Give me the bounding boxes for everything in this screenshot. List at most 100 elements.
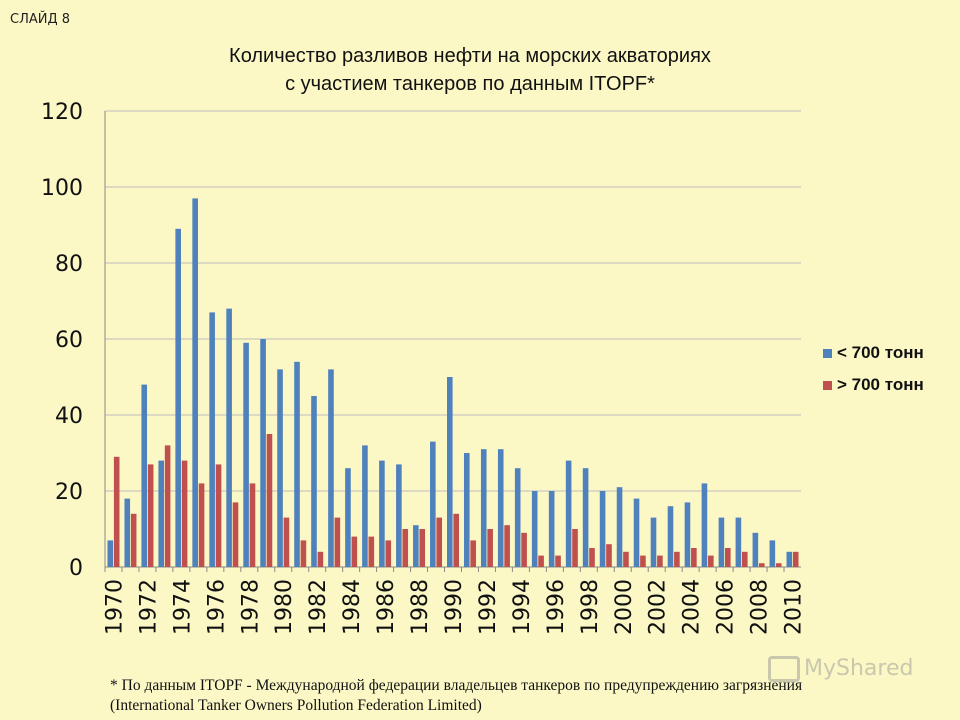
x-tick-label: 1970 bbox=[102, 579, 127, 635]
bar-large-spill-2000 bbox=[623, 551, 629, 567]
y-tick-label: 0 bbox=[69, 556, 83, 581]
bar-large-spill-2007 bbox=[741, 551, 748, 567]
bar-large-spill-1995 bbox=[538, 555, 544, 567]
bar-small-spill-1983 bbox=[328, 369, 334, 567]
bar-large-spill-1976 bbox=[215, 464, 222, 567]
legend-label: < 700 тонн bbox=[837, 343, 924, 362]
legend-swatch bbox=[823, 381, 832, 390]
bar-large-spill-1974 bbox=[181, 460, 188, 567]
x-tick-label: 1996 bbox=[544, 579, 569, 635]
footnote-line-1: * По данным ITOPF - Международной федера… bbox=[110, 677, 803, 694]
bar-small-spill-1999 bbox=[599, 491, 606, 567]
bar-large-spill-1979 bbox=[266, 434, 273, 567]
bar-large-spill-1990 bbox=[453, 513, 459, 567]
bar-small-spill-1985 bbox=[362, 445, 368, 567]
bar-large-spill-2010 bbox=[792, 551, 799, 567]
x-tick-label: 2000 bbox=[612, 579, 637, 635]
bar-large-spill-1997 bbox=[572, 529, 578, 567]
bar-large-spill-1975 bbox=[198, 483, 205, 567]
bar-large-spill-1987 bbox=[402, 529, 409, 567]
x-tick-label: 2002 bbox=[646, 579, 671, 635]
bar-large-spill-1991 bbox=[470, 540, 476, 567]
bar-large-spill-1996 bbox=[555, 555, 561, 567]
bar-large-spill-2001 bbox=[640, 555, 646, 567]
chart-title-line-1: Количество разливов нефти на морских акв… bbox=[229, 45, 711, 67]
bar-small-spill-2009 bbox=[769, 540, 776, 567]
bar-small-spill-2006 bbox=[718, 517, 725, 567]
bar-small-spill-1973 bbox=[158, 460, 165, 567]
x-tick-label: 1984 bbox=[340, 579, 365, 635]
x-tick-label: 1978 bbox=[238, 579, 263, 635]
x-tick-label: 1988 bbox=[408, 579, 433, 635]
x-tick-label: 2006 bbox=[714, 579, 739, 635]
bar-large-spill-2002 bbox=[657, 555, 663, 567]
footnote: * По данным ITOPF - Международной федера… bbox=[110, 676, 955, 716]
bar-small-spill-1992 bbox=[480, 449, 487, 567]
bar-small-spill-2004 bbox=[684, 502, 691, 567]
x-tick-label: 1992 bbox=[476, 579, 501, 635]
bar-large-spill-1992 bbox=[487, 529, 493, 567]
bar-large-spill-1984 bbox=[351, 536, 358, 567]
bar-large-spill-1994 bbox=[521, 532, 527, 567]
bar-small-spill-1995 bbox=[531, 491, 538, 567]
watermark: MyShared bbox=[768, 656, 913, 682]
x-tick-label: 1994 bbox=[510, 579, 535, 635]
bar-large-spill-1973 bbox=[164, 445, 171, 567]
bar-small-spill-1970 bbox=[107, 540, 114, 567]
bar-small-spill-1974 bbox=[175, 228, 181, 568]
chart-title: Количество разливов нефти на морских акв… bbox=[170, 42, 770, 98]
bar-small-spill-1980 bbox=[277, 369, 283, 567]
bar-large-spill-1970 bbox=[113, 456, 120, 567]
bar-small-spill-1991 bbox=[463, 453, 470, 567]
bar-small-spill-1977 bbox=[226, 308, 232, 567]
x-tick-label: 1990 bbox=[442, 579, 467, 635]
bar-small-spill-2005 bbox=[701, 483, 708, 567]
x-tick-label: 2010 bbox=[782, 579, 807, 635]
x-tick-label: 1974 bbox=[170, 579, 195, 635]
bar-small-spill-1993 bbox=[497, 449, 504, 567]
legend-swatch bbox=[823, 349, 832, 358]
x-tick-label: 1986 bbox=[374, 579, 399, 635]
y-tick-label: 20 bbox=[55, 480, 83, 505]
bar-small-spill-1998 bbox=[582, 468, 589, 567]
bar-large-spill-1983 bbox=[334, 517, 341, 567]
bar-small-spill-1978 bbox=[243, 342, 249, 567]
bar-large-spill-1978 bbox=[249, 483, 256, 567]
bar-large-spill-2005 bbox=[708, 555, 714, 567]
bar-small-spill-1990 bbox=[447, 377, 453, 567]
bar-large-spill-2006 bbox=[725, 548, 731, 567]
bar-large-spill-1981 bbox=[300, 540, 307, 567]
bar-small-spill-2010 bbox=[786, 551, 793, 567]
bar-large-spill-1988 bbox=[419, 529, 426, 567]
slide-label: СЛАЙД 8 bbox=[10, 12, 71, 27]
bar-small-spill-2001 bbox=[633, 498, 640, 567]
legend-label: > 700 тонн bbox=[837, 375, 924, 394]
bar-small-spill-1981 bbox=[294, 361, 300, 567]
bar-small-spill-1975 bbox=[192, 198, 198, 567]
bar-small-spill-2008 bbox=[752, 532, 759, 567]
y-tick-label: 120 bbox=[41, 100, 83, 125]
bar-large-spill-1989 bbox=[436, 517, 443, 567]
x-tick-label: 2008 bbox=[748, 579, 773, 635]
bar-large-spill-1993 bbox=[504, 525, 510, 567]
bar-small-spill-1996 bbox=[548, 491, 555, 567]
bar-small-spill-1979 bbox=[260, 339, 266, 567]
footnote-line-2: (International Tanker Owners Pollution F… bbox=[110, 697, 482, 714]
bar-large-spill-2003 bbox=[674, 551, 680, 567]
bar-small-spill-1986 bbox=[379, 460, 385, 567]
bar-small-spill-1971 bbox=[124, 498, 131, 567]
y-tick-label: 100 bbox=[41, 176, 83, 201]
bar-small-spill-2003 bbox=[667, 506, 674, 567]
bar-small-spill-1982 bbox=[311, 396, 317, 567]
bar-small-spill-1972 bbox=[141, 384, 148, 567]
bar-small-spill-2002 bbox=[650, 517, 657, 567]
watermark-text: MyShared bbox=[804, 656, 914, 681]
bar-large-spill-1972 bbox=[147, 464, 154, 567]
bar-large-spill-1971 bbox=[130, 513, 137, 567]
bar-small-spill-2007 bbox=[735, 517, 742, 567]
bar-large-spill-2004 bbox=[691, 548, 697, 567]
x-tick-label: 1998 bbox=[578, 579, 603, 635]
bar-large-spill-1985 bbox=[368, 536, 375, 567]
bar-large-spill-1999 bbox=[606, 544, 612, 567]
